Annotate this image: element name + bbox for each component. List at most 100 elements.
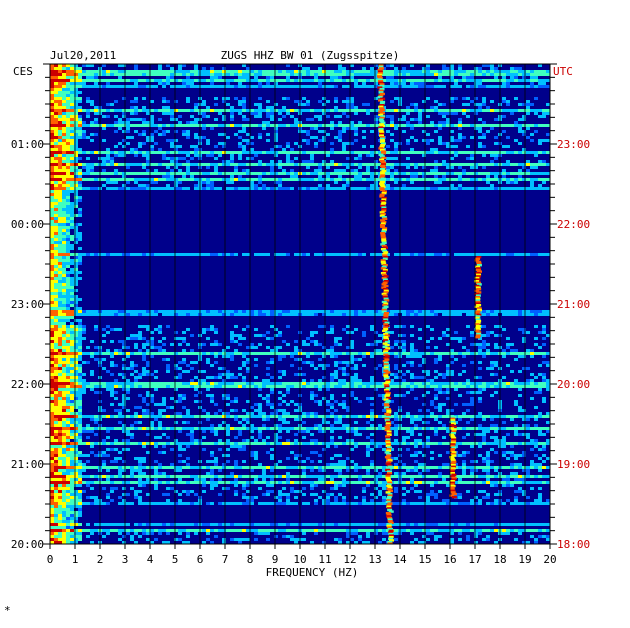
heat-cell (354, 367, 358, 370)
heat-cell (426, 163, 430, 166)
heat-cell (266, 310, 270, 313)
heat-cell (442, 121, 446, 124)
heat-cell (170, 187, 174, 190)
heat-cell (166, 106, 170, 109)
heat-cell (530, 76, 534, 79)
heat-cell (74, 133, 78, 136)
heat-cell (222, 172, 226, 175)
heat-cell (422, 82, 426, 85)
heat-cell (454, 151, 458, 154)
heat-cell (378, 349, 382, 352)
heat-cell (178, 385, 182, 388)
heat-cell (146, 427, 150, 430)
heat-cell (246, 79, 250, 82)
heat-cell (222, 73, 226, 76)
heat-cell (106, 82, 110, 85)
heat-cell (74, 136, 78, 139)
heat-cell (94, 415, 98, 418)
heat-cell (410, 364, 414, 367)
heat-cell (278, 160, 282, 163)
heat-cell (522, 118, 526, 121)
heat-cell (126, 310, 130, 313)
heat-cell (530, 82, 534, 85)
heat-cell (274, 151, 278, 154)
heat-cell (418, 82, 422, 85)
heat-cell (142, 154, 146, 157)
heat-cell (166, 163, 170, 166)
heat-cell (342, 394, 346, 397)
heat-cell (534, 376, 538, 379)
heat-cell (430, 379, 434, 382)
heat-cell (266, 337, 270, 340)
heat-cell (542, 361, 546, 364)
heat-cell (410, 253, 414, 256)
heat-cell (82, 373, 86, 376)
heat-cell (74, 382, 78, 385)
heat-cell (354, 112, 358, 115)
heat-cell (102, 163, 106, 166)
heat-cell (170, 109, 174, 112)
heat-cell (478, 412, 482, 415)
heat-cell (442, 142, 446, 145)
heat-cell (62, 217, 66, 220)
heat-cell (70, 163, 74, 166)
heat-cell (82, 382, 86, 385)
heat-cell (270, 406, 274, 409)
heat-cell (190, 349, 194, 352)
heat-cell (442, 376, 446, 379)
heat-cell (102, 178, 106, 181)
heat-cell (274, 154, 278, 157)
heat-cell (294, 142, 298, 145)
heat-cell (50, 400, 54, 403)
heat-cell (450, 145, 454, 148)
heat-cell (54, 166, 58, 169)
heat-cell (126, 397, 130, 400)
heat-cell (282, 394, 286, 397)
heat-cell (70, 292, 74, 295)
heat-cell (426, 340, 430, 343)
heat-cell (254, 187, 258, 190)
heat-cell (486, 124, 490, 127)
heat-cell (162, 178, 166, 181)
heat-cell (342, 385, 346, 388)
heat-cell (86, 115, 90, 118)
heat-cell (50, 64, 54, 67)
heat-cell (58, 169, 62, 172)
heat-cell (434, 370, 438, 373)
heat-cell (102, 139, 106, 142)
heat-cell (422, 403, 426, 406)
heat-cell (130, 85, 134, 88)
heat-cell (186, 412, 190, 415)
heat-cell (538, 253, 542, 256)
heat-cell (314, 313, 318, 316)
heat-cell (114, 79, 118, 82)
heat-cell (406, 172, 410, 175)
heat-cell (402, 115, 406, 118)
heat-cell (494, 175, 498, 178)
heat-cell (386, 163, 390, 166)
heat-cell (114, 130, 118, 133)
heat-cell (106, 109, 110, 112)
heat-cell (338, 133, 342, 136)
heat-cell (186, 409, 190, 412)
heat-cell (462, 352, 466, 355)
heat-cell (218, 376, 222, 379)
heat-cell (494, 391, 498, 394)
heat-cell (390, 178, 394, 181)
heat-cell (326, 151, 330, 154)
heat-cell (174, 310, 178, 313)
heat-cell (186, 79, 190, 82)
heat-cell (326, 73, 330, 76)
heat-cell (290, 352, 294, 355)
heat-cell (210, 82, 214, 85)
heat-cell (306, 313, 310, 316)
heat-cell (330, 76, 334, 79)
heat-cell (262, 178, 266, 181)
heat-cell (270, 73, 274, 76)
heat-cell (458, 187, 462, 190)
heat-cell (246, 73, 250, 76)
heat-cell (230, 331, 234, 334)
heat-cell (390, 346, 394, 349)
heat-cell (506, 253, 510, 256)
heat-cell (194, 253, 198, 256)
